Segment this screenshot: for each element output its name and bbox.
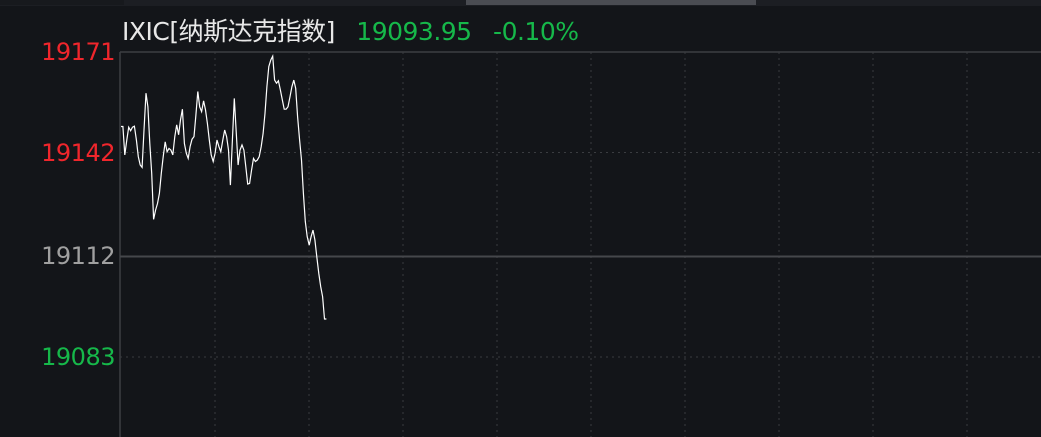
index-change-pct: -0.10% [493, 17, 579, 46]
chart-header: IXIC[纳斯达克指数] 19093.95 -0.10% [122, 12, 593, 48]
index-name: IXIC[纳斯达克指数] [122, 17, 335, 46]
price-line [121, 54, 327, 320]
y-tick-label: 19112 [41, 242, 115, 271]
scroll-track-left [0, 0, 124, 5]
y-tick-label: 19142 [41, 138, 115, 167]
index-price: 19093.95 [356, 17, 472, 46]
y-tick-label: 19083 [41, 343, 115, 371]
top-scrollbar[interactable] [0, 0, 1041, 6]
y-tick-label: 19171 [41, 38, 115, 66]
scroll-thumb[interactable] [466, 0, 756, 5]
